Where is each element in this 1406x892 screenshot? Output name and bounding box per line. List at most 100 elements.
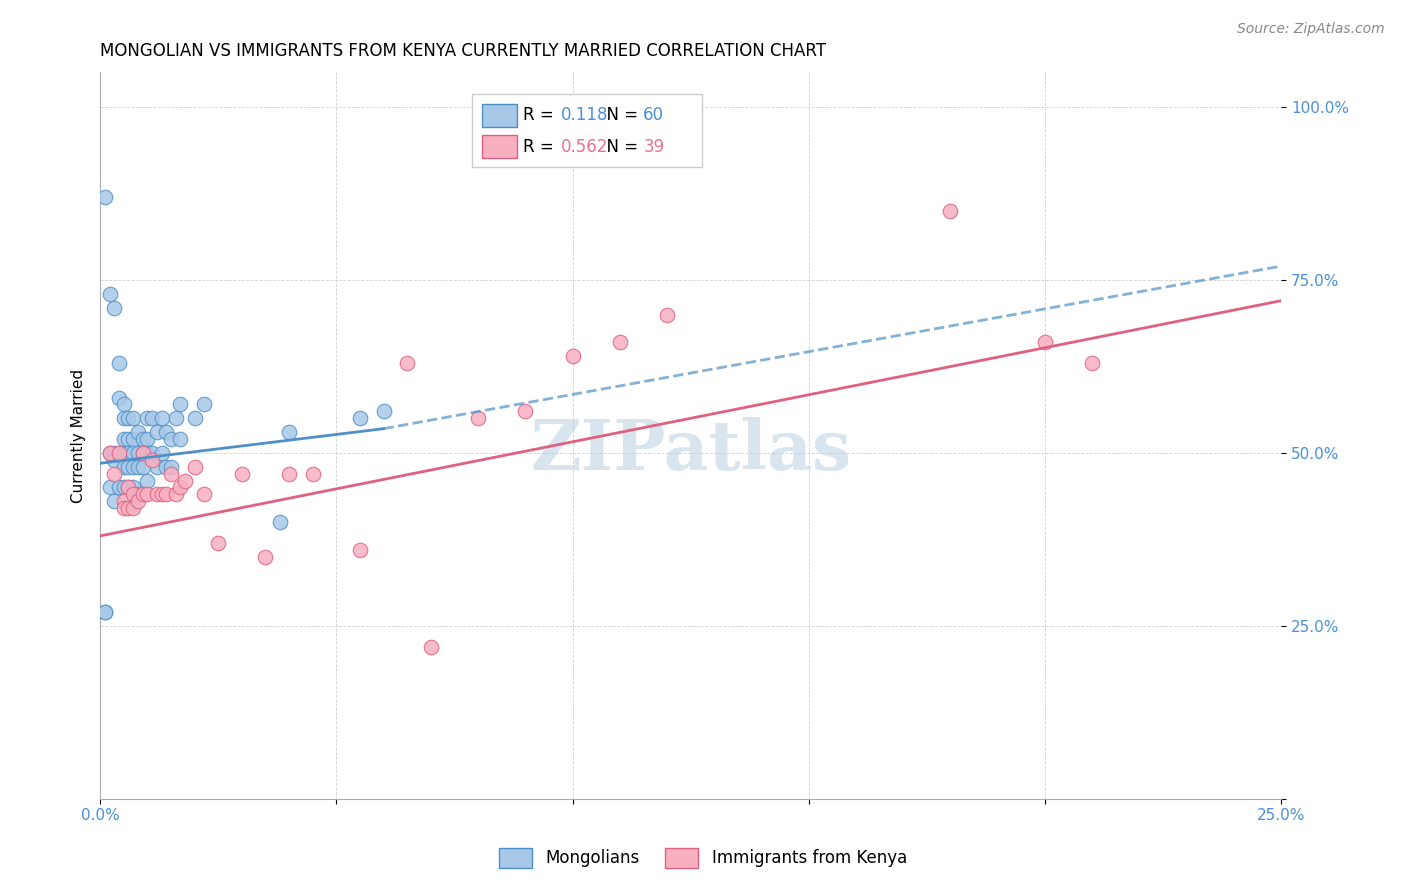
Point <box>155 459 177 474</box>
Point <box>117 432 139 446</box>
Point <box>98 446 121 460</box>
Text: 0.118: 0.118 <box>561 106 609 124</box>
Point <box>108 391 131 405</box>
FancyBboxPatch shape <box>472 95 703 167</box>
Point <box>141 452 163 467</box>
Text: R =: R = <box>523 137 560 155</box>
Point <box>655 308 678 322</box>
Point <box>231 467 253 481</box>
Text: MONGOLIAN VS IMMIGRANTS FROM KENYA CURRENTLY MARRIED CORRELATION CHART: MONGOLIAN VS IMMIGRANTS FROM KENYA CURRE… <box>100 42 827 60</box>
FancyBboxPatch shape <box>482 135 517 158</box>
Point <box>112 480 135 494</box>
Y-axis label: Currently Married: Currently Married <box>72 368 86 503</box>
Point <box>169 480 191 494</box>
Point <box>117 480 139 494</box>
Point <box>160 467 183 481</box>
Point <box>183 459 205 474</box>
Point <box>117 459 139 474</box>
Point <box>112 446 135 460</box>
Point <box>141 446 163 460</box>
Point <box>169 432 191 446</box>
Text: N =: N = <box>596 106 644 124</box>
Point <box>150 446 173 460</box>
Point <box>94 605 117 619</box>
Point <box>278 467 301 481</box>
Text: 60: 60 <box>644 106 665 124</box>
Point <box>131 487 153 501</box>
Point <box>122 459 145 474</box>
Point <box>122 487 145 501</box>
Point <box>127 459 149 474</box>
Point <box>609 335 631 350</box>
Point <box>131 459 153 474</box>
Legend: Mongolians, Immigrants from Kenya: Mongolians, Immigrants from Kenya <box>492 841 914 875</box>
Point <box>373 404 395 418</box>
Point <box>98 286 121 301</box>
Point <box>108 446 131 460</box>
Point <box>112 501 135 516</box>
Point <box>112 432 135 446</box>
Point <box>349 542 371 557</box>
Point <box>349 411 371 425</box>
Point <box>193 487 215 501</box>
Point <box>301 467 323 481</box>
Point <box>146 425 169 439</box>
Point <box>160 432 183 446</box>
Point <box>122 411 145 425</box>
Point <box>141 411 163 425</box>
Text: ZIPatlas: ZIPatlas <box>530 417 851 483</box>
Point <box>98 446 121 460</box>
Point <box>1081 356 1104 370</box>
Point <box>183 411 205 425</box>
Point <box>174 474 197 488</box>
Point <box>515 404 537 418</box>
Point <box>146 487 169 501</box>
Text: 39: 39 <box>644 137 665 155</box>
Point <box>131 446 153 460</box>
Point <box>127 487 149 501</box>
Point <box>136 432 159 446</box>
Point <box>150 411 173 425</box>
Text: R =: R = <box>523 106 560 124</box>
Point <box>193 397 215 411</box>
Point <box>94 190 117 204</box>
Point <box>396 356 419 370</box>
Point <box>94 605 117 619</box>
Text: Source: ZipAtlas.com: Source: ZipAtlas.com <box>1237 22 1385 37</box>
Point <box>169 397 191 411</box>
Point <box>127 494 149 508</box>
Point <box>112 411 135 425</box>
Point <box>155 425 177 439</box>
Point <box>122 432 145 446</box>
Point <box>155 487 177 501</box>
Point <box>1033 335 1056 350</box>
Point <box>108 446 131 460</box>
Point <box>117 480 139 494</box>
Point <box>165 411 187 425</box>
Point <box>127 425 149 439</box>
Point <box>103 467 125 481</box>
Point <box>122 480 145 494</box>
Point <box>136 446 159 460</box>
Point <box>112 459 135 474</box>
Point <box>112 397 135 411</box>
Point <box>117 501 139 516</box>
Point <box>117 411 139 425</box>
Point <box>146 459 169 474</box>
Point <box>117 446 139 460</box>
Point <box>150 487 173 501</box>
Point <box>467 411 489 425</box>
Point <box>278 425 301 439</box>
Point <box>122 501 145 516</box>
Point <box>103 301 125 315</box>
Point <box>136 474 159 488</box>
Point <box>98 480 121 494</box>
Point <box>269 515 291 529</box>
Point <box>254 549 277 564</box>
Point <box>419 640 441 654</box>
Point <box>103 452 125 467</box>
Point <box>122 446 145 460</box>
Text: 0.562: 0.562 <box>561 137 607 155</box>
Point <box>165 487 187 501</box>
Point <box>127 446 149 460</box>
